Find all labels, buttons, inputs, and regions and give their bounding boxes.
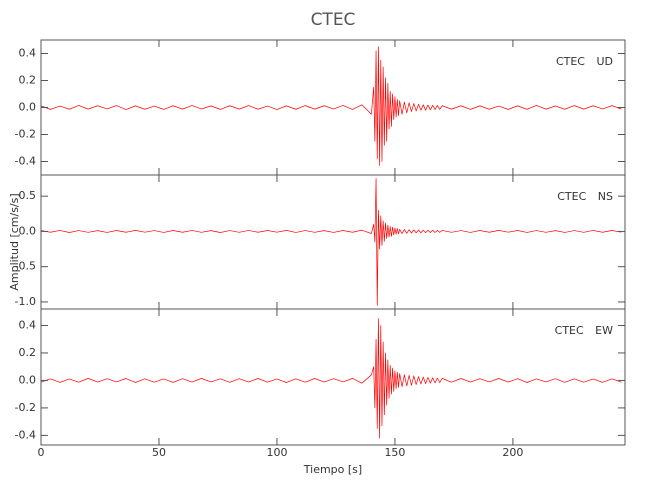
waveform — [40, 178, 622, 306]
x-tick-label: 150 — [384, 446, 405, 459]
x-axis-label: Tiempo [s] — [303, 463, 362, 476]
y-tick-label: 0.0 — [19, 373, 37, 386]
channel-label: CTEC NS — [557, 190, 613, 203]
channel-label: CTEC EW — [555, 324, 613, 337]
x-tick-label: 50 — [152, 446, 166, 459]
channel-label: CTEC UD — [556, 55, 613, 68]
waveform — [40, 318, 622, 439]
y-tick-label: -0.4 — [15, 155, 36, 168]
y-tick-label: -0.4 — [15, 428, 36, 441]
y-tick-label: 0.2 — [19, 74, 37, 87]
y-tick-label: -1.0 — [15, 295, 36, 308]
y-tick-label: 0.0 — [19, 224, 37, 237]
x-tick-label: 0 — [38, 446, 45, 459]
chart-title: CTEC — [311, 10, 356, 30]
y-tick-label: 0.2 — [19, 346, 37, 359]
y-tick-label: -0.2 — [15, 401, 36, 414]
y-tick-label: 0.0 — [19, 101, 37, 114]
x-tick-label: 200 — [502, 446, 523, 459]
y-tick-label: -0.2 — [15, 128, 36, 141]
y-tick-label: 0.5 — [19, 189, 37, 202]
x-tick-label: 100 — [266, 446, 287, 459]
waveform — [40, 46, 622, 166]
y-axis-label: Amplitud [cm/s/s] — [8, 193, 21, 290]
y-tick-label: -0.5 — [15, 260, 36, 273]
y-tick-label: 0.4 — [19, 318, 37, 331]
y-tick-label: 0.4 — [19, 47, 37, 60]
panel-frame — [40, 308, 626, 446]
